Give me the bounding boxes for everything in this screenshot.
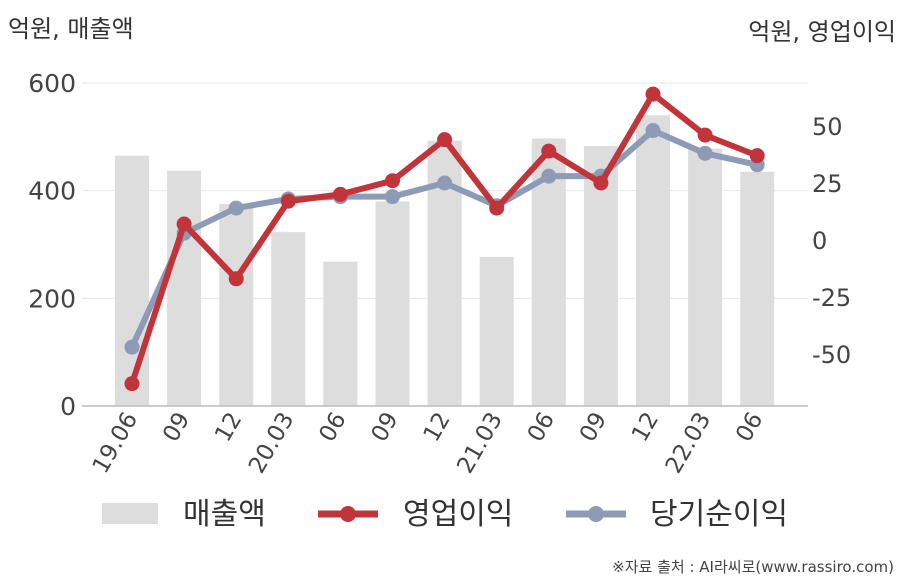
- bar-sales: [636, 115, 670, 407]
- point-net-income: [697, 145, 713, 161]
- point-operating-profit: [385, 173, 400, 189]
- right-tick-label: 25: [812, 170, 843, 198]
- x-tick-label: 12: [419, 408, 456, 446]
- point-operating-profit: [280, 193, 296, 209]
- x-tick-label: 09: [367, 408, 404, 446]
- bar-sales: [375, 201, 410, 406]
- legend-label-sales: 매출액: [183, 497, 266, 532]
- x-tick-label: 06: [523, 408, 560, 446]
- point-net-income: [541, 168, 557, 184]
- x-tick-label: 21.03: [452, 408, 507, 478]
- bar-sales: [688, 148, 723, 406]
- legend-swatch-sales: [102, 503, 158, 524]
- line-series: [124, 86, 765, 392]
- bar-series: [115, 115, 775, 407]
- right-tick-label: -25: [812, 284, 851, 312]
- point-net-income: [437, 175, 453, 191]
- right-axis-ticks: -50 -25 0 25 50: [812, 113, 851, 369]
- point-operating-profit: [228, 271, 244, 287]
- point-net-income: [645, 123, 661, 139]
- point-operating-profit: [332, 186, 348, 202]
- bar-sales: [167, 170, 202, 406]
- point-operating-profit: [645, 86, 661, 102]
- right-tick-label: 0: [812, 227, 827, 255]
- x-tick-label: 19.06: [88, 408, 143, 478]
- point-net-income: [385, 189, 400, 205]
- bar-sales: [740, 171, 775, 406]
- left-axis-unit: 억원, 매출액: [8, 15, 134, 43]
- left-tick-label: 0: [60, 392, 76, 421]
- point-operating-profit: [489, 200, 505, 216]
- bar-sales: [271, 232, 306, 406]
- legend-marker-net-income: [588, 506, 604, 522]
- x-tick-label: 06: [314, 408, 351, 446]
- source-credit: ※자료 출처 : AI라씨로(www.rassiro.com): [612, 558, 894, 576]
- left-tick-label: 200: [28, 284, 76, 313]
- bar-sales: [479, 256, 514, 406]
- x-tick-label: 20.03: [244, 408, 299, 478]
- x-tick-label: 22.03: [661, 408, 716, 478]
- point-operating-profit: [593, 175, 609, 191]
- right-tick-label: 50: [812, 113, 843, 141]
- point-operating-profit: [749, 148, 765, 164]
- legend: 매출액 영업이익 당기순이익: [102, 497, 788, 532]
- bar-sales: [219, 204, 254, 406]
- point-net-income: [228, 200, 244, 216]
- point-operating-profit: [437, 132, 453, 148]
- x-tick-label: 09: [575, 408, 612, 446]
- point-operating-profit: [176, 216, 192, 232]
- left-tick-label: 600: [28, 69, 76, 98]
- point-operating-profit: [697, 127, 713, 143]
- left-axis-ticks: 0 200 400 600: [28, 69, 76, 421]
- legend-marker-operating-profit: [340, 506, 356, 522]
- x-tick-label: 06: [731, 408, 768, 446]
- bar-sales: [115, 155, 149, 406]
- legend-label-operating-profit: 영업이익: [403, 497, 513, 532]
- point-operating-profit: [541, 143, 557, 159]
- legend-label-net-income: 당기순이익: [650, 497, 788, 532]
- point-operating-profit: [124, 376, 140, 392]
- x-tick-label: 12: [210, 408, 247, 446]
- x-tick-label: 09: [158, 408, 195, 446]
- x-tick-label: 12: [627, 408, 664, 446]
- left-tick-label: 400: [28, 177, 76, 206]
- point-net-income: [124, 339, 140, 355]
- right-axis-unit: 억원, 영업이익: [748, 18, 896, 46]
- bar-sales: [323, 261, 358, 406]
- right-tick-label: -50: [812, 341, 851, 369]
